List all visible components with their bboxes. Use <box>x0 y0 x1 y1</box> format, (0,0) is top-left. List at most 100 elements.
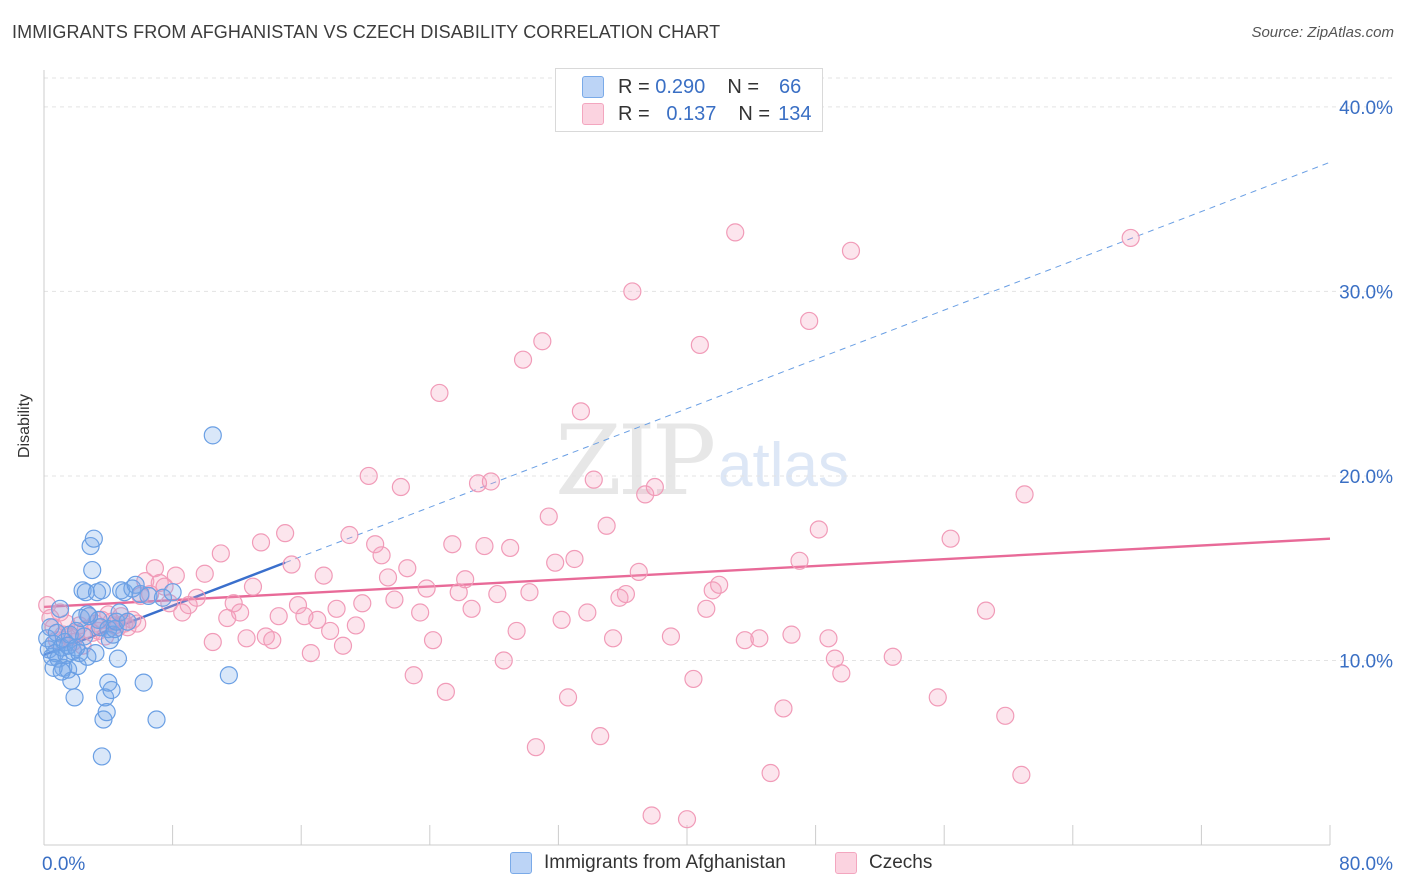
point-afghanistan <box>139 586 158 605</box>
point-czechs <box>269 607 288 626</box>
r-label: R = <box>618 75 650 98</box>
x-tick-label: 80.0% <box>1339 854 1393 875</box>
point-czechs <box>145 559 165 578</box>
legend-label-czechs: Czechs <box>869 852 933 873</box>
point-czechs <box>353 594 372 613</box>
point-czechs <box>507 621 526 641</box>
point-czechs <box>774 699 793 718</box>
point-czechs <box>790 551 809 570</box>
y-tick-label: 40.0% <box>1339 98 1393 119</box>
point-czechs <box>597 516 616 535</box>
trend-czechs <box>43 537 1331 609</box>
point-czechs <box>333 636 353 655</box>
point-czechs <box>417 579 436 598</box>
trend-afghanistan-extension <box>284 161 1331 564</box>
point-czechs <box>928 688 947 707</box>
point-czechs <box>276 524 295 543</box>
point-czechs <box>263 631 282 650</box>
point-czechs <box>456 570 475 589</box>
point-czechs <box>710 575 729 594</box>
point-czechs <box>591 727 610 746</box>
point-czechs <box>941 529 960 548</box>
point-czechs <box>782 625 801 644</box>
point-czechs <box>423 631 443 650</box>
point-afghanistan <box>153 588 173 607</box>
point-czechs <box>494 651 513 670</box>
point-czechs <box>346 616 365 635</box>
point-czechs <box>578 603 597 622</box>
point-czechs <box>546 553 565 572</box>
point-czechs <box>251 533 271 552</box>
point-czechs <box>398 559 417 578</box>
point-afghanistan <box>92 581 111 600</box>
point-czechs <box>661 627 681 646</box>
point-czechs <box>584 470 603 489</box>
legend-item-afghanistan: Immigrants from Afghanistan <box>510 852 786 874</box>
point-czechs <box>623 282 642 301</box>
point-czechs <box>231 603 250 622</box>
series-legend: Immigrants from Afghanistan Czechs <box>0 850 1406 878</box>
point-czechs <box>520 583 539 602</box>
point-czechs <box>697 599 716 618</box>
legend-swatch-afghanistan <box>582 76 604 98</box>
point-afghanistan <box>83 560 102 580</box>
point-afghanistan <box>108 649 128 668</box>
point-afghanistan <box>86 643 105 663</box>
point-czechs <box>430 383 449 403</box>
point-afghanistan <box>203 426 222 445</box>
point-czechs <box>642 806 661 825</box>
grid-lines <box>44 77 1392 661</box>
point-czechs <box>385 590 404 609</box>
point-czechs <box>340 525 359 545</box>
point-afghanistan <box>89 610 108 629</box>
point-czechs <box>976 601 996 620</box>
point-czechs <box>501 538 520 558</box>
point-czechs <box>513 350 533 369</box>
y-tick-label: 20.0% <box>1339 467 1393 488</box>
point-afghanistan <box>67 638 86 657</box>
point-czechs <box>282 555 301 574</box>
point-czechs <box>800 311 819 331</box>
point-czechs <box>1121 228 1140 248</box>
point-czechs <box>552 610 571 629</box>
x-tick-label: 0.0% <box>42 854 85 875</box>
trend-afghanistan <box>43 561 286 657</box>
legend-swatch-czechs <box>582 103 604 125</box>
point-czechs <box>690 335 709 355</box>
point-afghanistan <box>50 599 70 618</box>
legend-row-czechs: R = 0.137 N = 134 <box>582 102 811 126</box>
point-czechs <box>735 631 754 650</box>
point-czechs <box>750 629 769 648</box>
point-afghanistan <box>52 662 71 681</box>
point-czechs <box>195 564 214 583</box>
n-label: N = <box>738 102 771 125</box>
n-value: 66 <box>779 75 802 98</box>
point-czechs <box>526 738 545 757</box>
point-czechs <box>462 599 481 618</box>
point-czechs <box>314 566 333 585</box>
legend-row-afghanistan: R = 0.290 N = 66 <box>582 75 801 99</box>
point-czechs <box>533 332 552 351</box>
point-czechs <box>809 520 828 539</box>
correlation-legend: R = 0.290 N = 66 R = 0.137 N = 134 <box>555 68 823 132</box>
point-czechs <box>321 621 340 641</box>
r-value: 0.137 <box>666 102 717 125</box>
point-czechs <box>411 603 430 622</box>
legend-swatch-afghanistan <box>510 852 532 874</box>
point-czechs <box>224 594 243 613</box>
legend-item-czechs: Czechs <box>835 852 932 874</box>
point-czechs <box>391 477 410 497</box>
point-czechs <box>996 706 1015 725</box>
point-czechs <box>237 629 256 648</box>
point-czechs <box>301 643 320 663</box>
point-afghanistan <box>95 688 115 707</box>
point-afghanistan <box>84 529 103 548</box>
n-label: N = <box>727 75 759 98</box>
point-afghanistan <box>78 605 97 624</box>
point-czechs <box>883 647 902 666</box>
point-afghanistan <box>73 581 92 600</box>
point-czechs <box>366 535 385 554</box>
point-czechs <box>288 596 308 615</box>
point-czechs <box>404 666 423 685</box>
